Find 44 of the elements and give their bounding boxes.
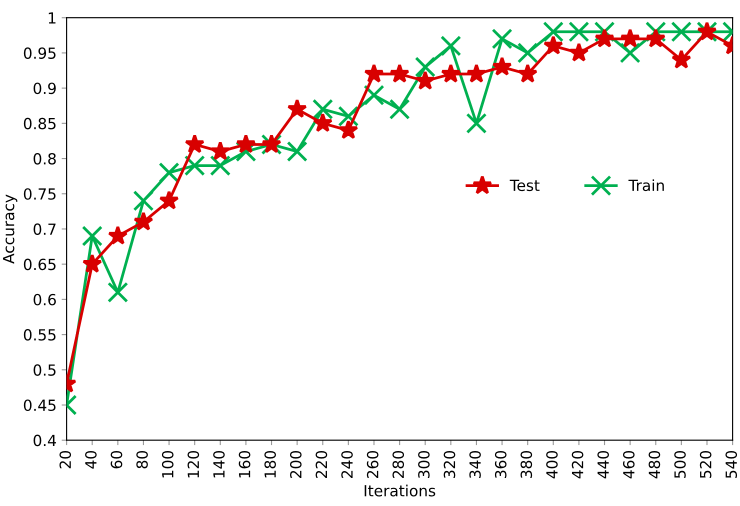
x-tick-label: 540 [725,450,738,478]
x-tick-label: 140 [213,450,225,478]
x-tick-label: 240 [341,450,353,478]
x-tick-label: 180 [264,450,276,478]
x-tick-label: 40 [85,450,97,469]
y-tick-label: 0.8 [34,153,56,165]
y-tick-label: 0.4 [34,434,56,446]
x-tick-label: 360 [494,450,506,478]
y-tick-label: 0.45 [24,399,56,412]
x-tick-label: 440 [597,450,609,478]
x-tick-label: 160 [238,450,250,478]
x-tick-label: 280 [392,450,404,478]
y-tick-label: 0.55 [24,329,56,341]
y-tick-label: 0.6 [34,294,56,306]
x-tick-label: 520 [700,450,712,478]
x-tick-label: 420 [572,450,584,478]
legend-label: Train [628,179,664,192]
y-axis-title: Accuracy [2,194,18,264]
y-tick-label: 0.7 [34,223,56,235]
x-tick-label: 260 [366,450,378,478]
x-tick-label: 300 [418,450,430,478]
legend-label: Test [510,180,540,192]
y-tick-label: 0.75 [24,188,56,200]
x-tick-label: 80 [136,450,148,468]
x-tick-label: 400 [546,450,558,478]
y-tick-label: 0.95 [24,47,56,59]
x-tick-label: 500 [674,450,686,478]
x-tick-label: 120 [188,450,200,478]
y-tick-label: 1 [48,12,56,24]
x-tick-label: 200 [290,450,302,478]
y-tick-label: 0.85 [24,118,56,130]
y-tick-label: 0.65 [24,258,56,270]
x-tick-label: 100 [162,450,174,478]
y-tick-label: 0.5 [34,364,56,376]
x-tick-label: 480 [648,450,660,478]
x-tick-label: 320 [444,450,456,478]
x-axis-title: Iterations [364,484,436,496]
y-tick-label: 0.9 [34,82,56,94]
x-tick-label: 340 [469,450,481,478]
x-tick-label: 60 [110,450,122,468]
x-tick-label: 20 [59,450,72,468]
x-tick-label: 460 [623,450,635,478]
x-tick-label: 220 [316,450,328,478]
x-tick-label: 380 [520,450,532,478]
